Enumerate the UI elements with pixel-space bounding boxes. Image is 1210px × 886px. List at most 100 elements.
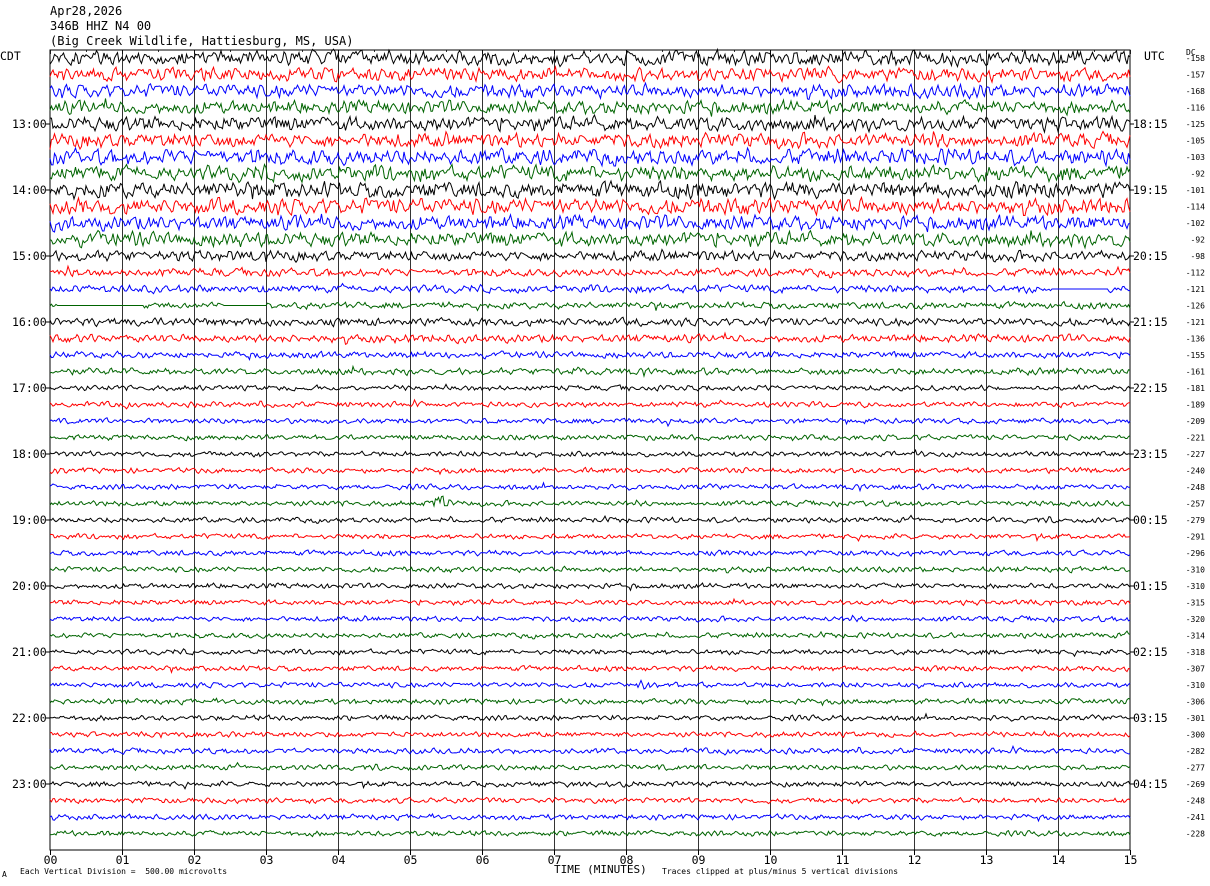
right-hour-label: 03:15 <box>1133 711 1168 725</box>
left-hour-label: 20:00 <box>12 579 47 593</box>
seismic-trace <box>49 597 1131 607</box>
seismic-trace <box>49 300 1131 312</box>
seismic-trace <box>49 744 1131 756</box>
left-hour-label: 17:00 <box>12 381 47 395</box>
dc-offset-value: -310 <box>1186 681 1205 690</box>
dc-offset-value: -296 <box>1186 549 1205 558</box>
left-hour-label: 13:00 <box>12 117 47 131</box>
seismic-trace <box>49 495 1131 508</box>
dc-offset-value: -126 <box>1186 302 1205 311</box>
x-tick-label: 03 <box>260 853 274 867</box>
seismic-trace <box>49 433 1131 442</box>
seismic-trace <box>49 316 1131 328</box>
seismic-trace <box>50 712 1131 722</box>
x-tick-label: 04 <box>332 853 346 867</box>
dc-offset-value: -221 <box>1186 434 1205 443</box>
corner-mark: A <box>2 870 7 879</box>
clip-note: Traces clipped at plus/minus 5 vertical … <box>662 867 899 876</box>
seismic-trace <box>49 47 1131 69</box>
station-code: 346B HHZ N4 00 <box>50 19 152 33</box>
dc-offset-value: -158 <box>1186 54 1205 63</box>
seismic-trace <box>49 582 1131 592</box>
seismic-trace <box>49 532 1131 542</box>
right-hour-label: 20:15 <box>1133 249 1168 263</box>
dc-offset-value: -227 <box>1186 450 1205 459</box>
seismic-trace <box>49 81 1131 101</box>
right-hour-label: 23:15 <box>1133 447 1168 461</box>
seismic-trace <box>49 565 1130 574</box>
seismic-trace <box>49 466 1131 476</box>
dc-offset-value: -228 <box>1186 830 1205 839</box>
x-tick-label: 15 <box>1124 853 1138 867</box>
dc-offset-value: -92 <box>1191 170 1206 179</box>
seismic-trace <box>49 614 1131 623</box>
seismic-trace <box>49 113 1131 135</box>
seismic-trace <box>49 398 1131 410</box>
x-tick-label: 13 <box>980 853 994 867</box>
dc-offset-value: -168 <box>1186 87 1205 96</box>
seismic-trace <box>49 796 1131 805</box>
dc-offset-value: -101 <box>1186 186 1205 195</box>
dc-offset-header: DC <box>1186 48 1196 57</box>
left-hour-label: 16:00 <box>12 315 47 329</box>
left-hour-label: 15:00 <box>12 249 47 263</box>
seismic-trace <box>49 481 1130 493</box>
seismic-trace <box>49 780 1131 790</box>
x-tick-label: 01 <box>116 853 130 867</box>
seismic-trace <box>49 162 1131 184</box>
x-tick-label: 00 <box>44 853 58 867</box>
seismic-trace <box>49 282 1130 295</box>
dc-offset-value: -105 <box>1186 137 1205 146</box>
dc-offset-value: -181 <box>1186 384 1205 393</box>
seismic-trace <box>49 812 1131 823</box>
dc-offset-value: -121 <box>1186 318 1205 327</box>
dc-offset-value: -248 <box>1186 797 1205 806</box>
right-hour-label: 18:15 <box>1133 117 1168 131</box>
seismic-trace <box>49 648 1131 658</box>
dc-offset-value: -116 <box>1186 104 1205 113</box>
dc-offset-value: -136 <box>1186 335 1205 344</box>
dc-offset-value: -121 <box>1186 285 1205 294</box>
right-hour-label: 00:15 <box>1133 513 1168 527</box>
seismic-trace <box>49 829 1131 838</box>
station-location: (Big Creek Wildlife, Hattiesburg, MS, US… <box>50 34 354 48</box>
left-hour-label: 23:00 <box>12 777 47 791</box>
dc-offset-value: -103 <box>1186 153 1205 162</box>
right-timezone-label: UTC <box>1144 49 1165 63</box>
seismic-trace <box>49 350 1131 362</box>
dc-offset-value: -314 <box>1186 632 1205 641</box>
seismic-trace <box>49 331 1131 346</box>
seismic-trace <box>49 514 1131 524</box>
right-hour-label: 04:15 <box>1133 777 1168 791</box>
dc-offset-value: -157 <box>1186 71 1205 80</box>
dc-offset-value: -240 <box>1186 467 1205 476</box>
dc-offset-value: -269 <box>1186 780 1205 789</box>
seismic-trace <box>49 179 1131 201</box>
dc-offset-value: -161 <box>1186 368 1205 377</box>
x-tick-label: 02 <box>188 853 202 867</box>
x-tick-label: 14 <box>1052 853 1066 867</box>
dc-offset-value: -315 <box>1186 599 1205 608</box>
x-tick-label: 06 <box>476 853 490 867</box>
dc-offset-value: -320 <box>1186 615 1205 624</box>
dc-offset-value: -307 <box>1186 665 1205 674</box>
dc-offset-value: -306 <box>1186 698 1205 707</box>
x-axis-label: TIME (MINUTES) <box>554 863 647 876</box>
seismic-trace <box>49 417 1131 428</box>
dc-offset-value: -300 <box>1186 731 1205 740</box>
right-hour-label: 01:15 <box>1133 579 1168 593</box>
right-hour-label: 22:15 <box>1133 381 1168 395</box>
dc-offset-value: -98 <box>1191 252 1206 261</box>
dc-offset-value: -125 <box>1186 120 1205 129</box>
record-date: Apr28,2026 <box>50 4 123 18</box>
x-tick-label: 09 <box>692 853 706 867</box>
dc-offset-value: -279 <box>1186 516 1205 525</box>
seismic-trace <box>49 383 1131 392</box>
dc-offset-value: -92 <box>1191 236 1206 245</box>
seismic-trace <box>49 549 1131 557</box>
seismic-trace <box>49 213 1131 233</box>
left-hour-label: 18:00 <box>12 447 47 461</box>
seismic-trace <box>49 65 1131 84</box>
dc-offset-value: -318 <box>1186 648 1205 657</box>
seismic-trace <box>49 664 1131 675</box>
